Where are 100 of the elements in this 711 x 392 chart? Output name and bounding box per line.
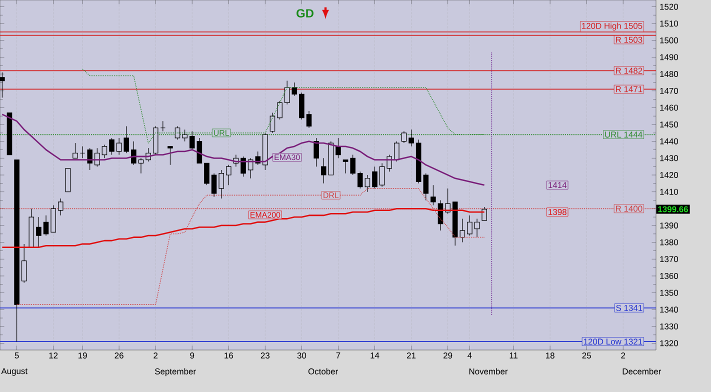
candlestick	[72, 142, 78, 158]
candlestick	[109, 138, 114, 156]
candlestick	[124, 126, 130, 154]
annotation: GD	[296, 9, 314, 18]
y-tick-label: 1360	[660, 272, 678, 279]
y-tick-label: 1460	[660, 104, 678, 111]
x-tick-label: 9	[190, 352, 194, 359]
candlestick	[358, 171, 363, 189]
y-tick-label: 1340	[660, 306, 678, 313]
candlestick	[50, 204, 56, 233]
candlestick	[168, 146, 173, 166]
candlestick	[372, 166, 378, 189]
y-tick-label: 1450	[660, 122, 678, 128]
x-tick-label: 14	[370, 352, 380, 358]
candlestick	[211, 173, 217, 198]
candlestick	[58, 198, 64, 216]
y-tick-label: 1490	[660, 54, 678, 60]
x-tick-label: 2	[621, 352, 626, 358]
candlestick	[182, 129, 188, 142]
x-tick-label: 7	[336, 352, 340, 358]
annotation: 1414	[548, 182, 567, 188]
candlestick	[277, 100, 282, 120]
y-tick-label: 1350	[660, 290, 678, 296]
y-tick-label: 1410	[660, 188, 678, 195]
ref-line-label: R 1482	[616, 68, 642, 74]
text: September	[155, 368, 196, 376]
x-tick-label: 12	[49, 352, 58, 358]
annotation: 1398	[548, 209, 566, 216]
x-tick-label: 5	[14, 352, 19, 358]
x-tick-label: 11	[510, 352, 518, 358]
candlestick	[131, 141, 136, 166]
x-tick-label: 19	[78, 352, 87, 359]
candlestick	[423, 173, 429, 201]
ref-line-label: S 1341	[616, 304, 642, 311]
text: 1399.66	[658, 206, 688, 212]
ref-line-label: R 1471	[616, 86, 642, 92]
candlestick	[320, 158, 326, 184]
y-tick-label: 1510	[660, 20, 678, 27]
candlestick	[299, 92, 304, 120]
candlestick	[80, 146, 86, 158]
x-tick-label: 30	[297, 352, 306, 359]
y-tick-label: 1500	[660, 37, 678, 44]
x-tick-label: 4	[468, 352, 472, 358]
y-tick-label: 1440	[660, 138, 678, 144]
y-tick-label: 1320	[660, 340, 678, 346]
candlestick	[102, 144, 108, 158]
x-tick-label: 25	[582, 352, 591, 359]
candlestick	[138, 158, 144, 174]
candlestick	[218, 170, 224, 199]
candlestick	[394, 141, 400, 162]
candlestick	[36, 216, 42, 248]
y-tick-label: 1330	[660, 323, 678, 330]
candlestick	[408, 129, 414, 147]
candlestick	[270, 112, 276, 134]
candlestick	[240, 156, 246, 177]
candlestick	[306, 110, 312, 128]
candlestick	[482, 206, 487, 221]
y-tick-label: 1380	[660, 239, 678, 246]
ref-line-label: R 1400	[616, 206, 642, 212]
candlestick	[430, 184, 436, 206]
candlestick	[401, 130, 407, 144]
y-tick-label: 1480	[660, 71, 678, 78]
candlestick	[189, 130, 195, 150]
candlestick	[174, 126, 180, 140]
y-tick-label: 1430	[660, 155, 678, 162]
x-tick-label: 2	[154, 352, 158, 358]
x-tick-label: 29	[444, 352, 452, 359]
x-tick-label: 16	[224, 352, 233, 359]
candlestick	[204, 162, 210, 186]
candlestick	[87, 148, 92, 170]
candlestick	[364, 174, 370, 192]
ref-line-label: 120D Low 1321	[584, 338, 642, 345]
candlestick	[314, 138, 319, 167]
candlestick	[160, 120, 166, 132]
ref-line-label: 120D High 1505	[582, 22, 642, 31]
y-tick-label: 1370	[660, 256, 678, 262]
y-tick-label: 1470	[660, 88, 678, 94]
candlestick	[342, 160, 348, 174]
x-tick-label: 21	[406, 352, 416, 358]
y-tick-label: 1390	[660, 222, 678, 228]
candlestick	[460, 218, 466, 243]
candlestick	[226, 164, 232, 186]
text: December	[622, 368, 662, 374]
candlestick	[116, 138, 122, 156]
ref-line-label: R 1503	[616, 36, 642, 43]
x-tick-label: 26	[114, 352, 124, 359]
x-tick-label: 23	[260, 352, 270, 359]
y-tick-label: 1520	[660, 4, 678, 10]
candlestick	[350, 154, 356, 176]
candlestick	[21, 244, 27, 283]
x-tick-label: 18	[546, 352, 554, 359]
candlestick	[474, 218, 480, 238]
candlestick	[467, 215, 472, 236]
text: August	[1, 368, 28, 376]
candlestick	[336, 138, 341, 158]
candlestick	[65, 168, 71, 192]
candlestick	[43, 215, 49, 236]
y-tick-label: 1420	[660, 172, 678, 178]
text: October	[308, 368, 338, 374]
candlestick	[379, 162, 385, 188]
